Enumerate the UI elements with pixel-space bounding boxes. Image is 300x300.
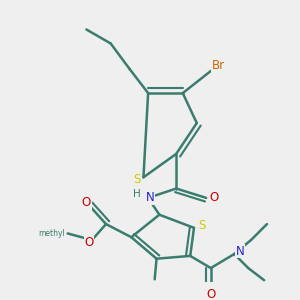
Text: O: O (82, 196, 91, 209)
Text: N: N (146, 191, 154, 204)
Text: N: N (236, 245, 244, 258)
Text: Br: Br (212, 59, 225, 73)
Text: O: O (206, 288, 215, 300)
Text: O: O (85, 236, 94, 249)
Text: S: S (198, 220, 205, 232)
Text: O: O (209, 191, 218, 204)
Text: methyl: methyl (38, 229, 65, 238)
Text: H: H (133, 189, 141, 199)
Text: S: S (133, 173, 141, 186)
